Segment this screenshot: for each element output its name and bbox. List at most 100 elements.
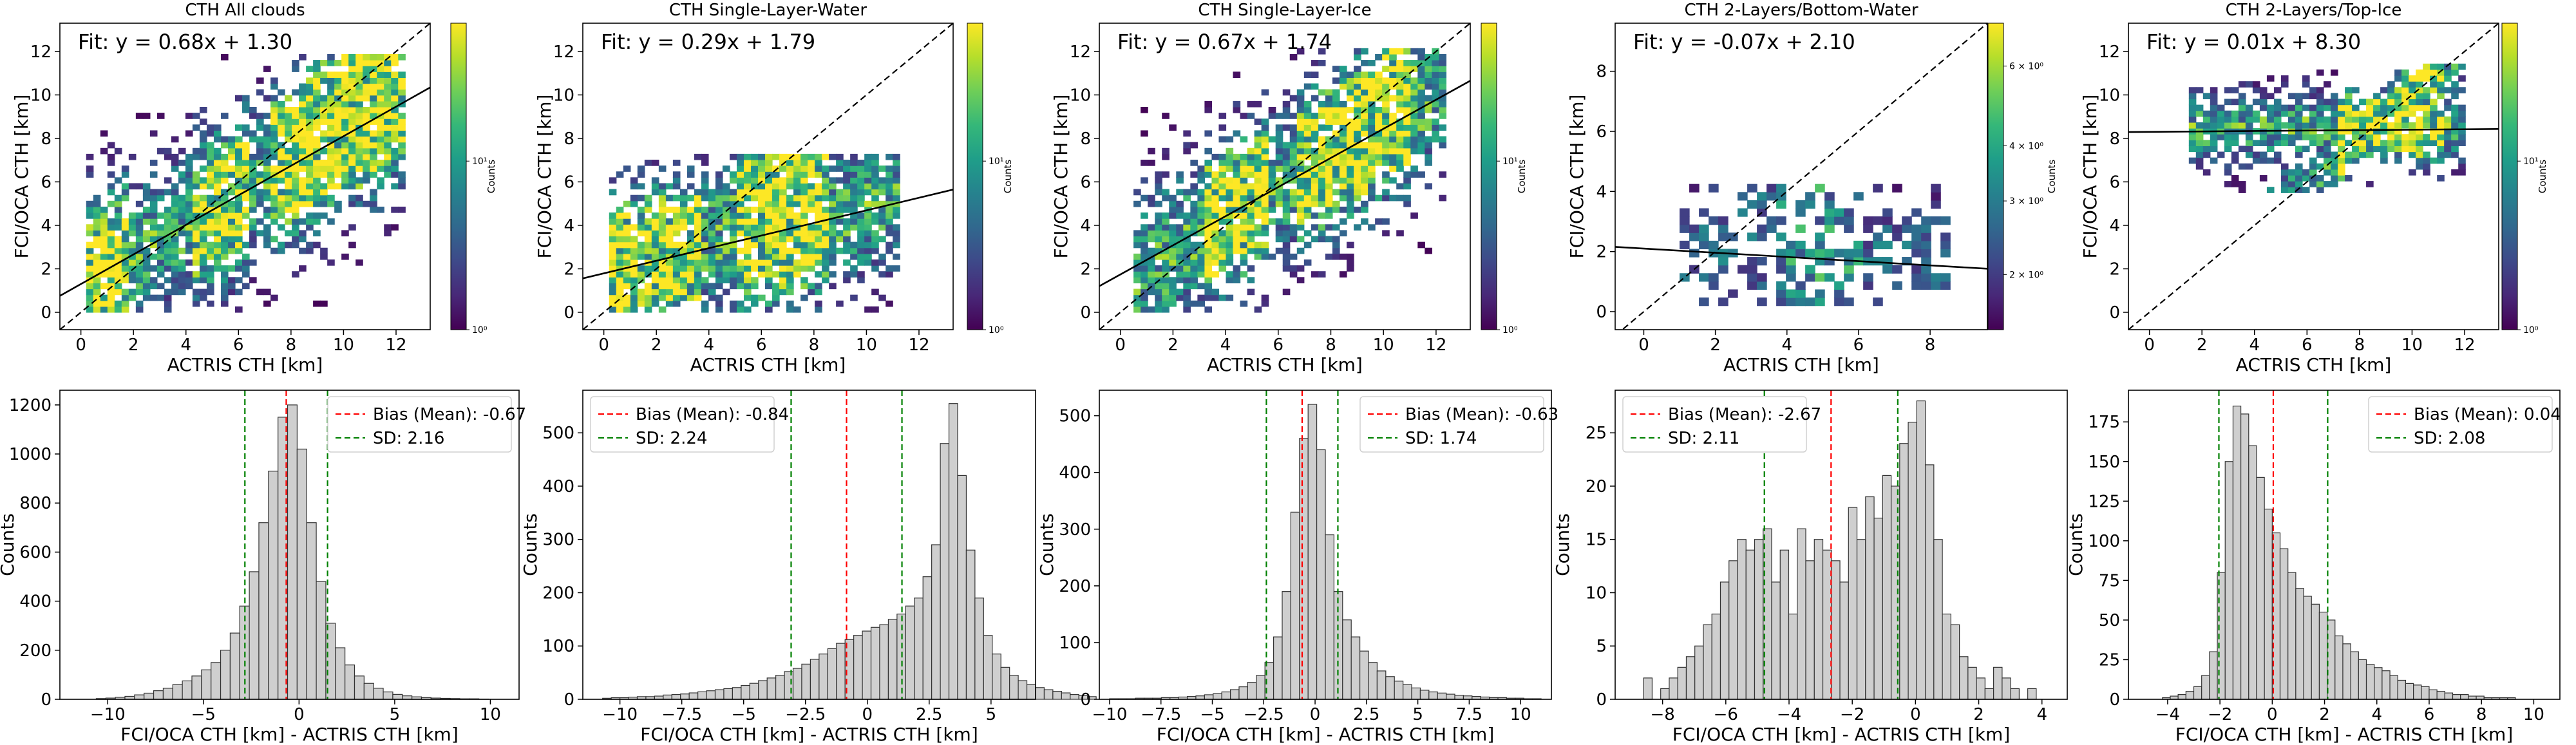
heatmap-cell	[1162, 236, 1170, 243]
heatmap-cell	[1347, 259, 1354, 266]
histogram-bar	[2232, 406, 2242, 700]
heatmap-cell	[2295, 151, 2303, 158]
heatmap-cell	[1425, 71, 1432, 78]
heatmap-cell	[285, 183, 292, 190]
heatmap-cell	[185, 271, 193, 278]
heatmap-cell	[829, 230, 837, 237]
heatmap-cell	[644, 247, 652, 254]
heatmap-cell	[213, 224, 222, 231]
heatmap-cell	[1190, 224, 1198, 231]
heatmap-cell	[736, 165, 744, 172]
heatmap-cell	[2316, 93, 2324, 100]
heatmap-cell	[878, 206, 886, 213]
heatmap-cell	[871, 160, 879, 166]
histogram-bar	[1087, 696, 1097, 700]
heatmap-cell	[263, 183, 271, 190]
heatmap-cell	[1382, 230, 1390, 237]
heatmap-cell	[609, 230, 617, 237]
heatmap-cell	[1247, 277, 1255, 284]
heatmap-cell	[1339, 253, 1347, 260]
heatmap-cell	[1282, 200, 1291, 207]
heatmap-cell	[1311, 130, 1319, 137]
heatmap-cell	[1197, 247, 1206, 254]
heatmap-cell	[1757, 281, 1767, 290]
heatmap-cell	[1795, 208, 1806, 217]
heatmap-cell	[1197, 230, 1206, 237]
heatmap-cell	[270, 113, 278, 119]
heatmap-cell	[114, 277, 122, 284]
heatmap-cell	[1190, 259, 1198, 266]
heatmap-cell	[1296, 247, 1305, 254]
heatmap-cell	[637, 300, 645, 307]
legend-sd-label: SD: 2.24	[636, 429, 707, 448]
heatmap-cell	[1347, 147, 1354, 155]
heatmap-cell	[1389, 194, 1397, 202]
heatmap-cell	[2345, 157, 2353, 164]
heatmap-cell	[270, 130, 278, 137]
heatmap-cell	[270, 218, 278, 225]
histogram-bar	[1899, 443, 1909, 700]
heatmap-cell	[1425, 118, 1432, 125]
heatmap-cell	[2210, 110, 2218, 117]
heatmap-cell	[1254, 165, 1262, 172]
heatmap-cell	[609, 294, 617, 301]
heatmap-cell	[701, 218, 709, 225]
histogram-bar	[1669, 677, 1678, 700]
heatmap-cell	[658, 200, 667, 207]
heatmap-cell	[306, 194, 314, 202]
heatmap-cell	[1303, 241, 1312, 249]
heatmap-cell	[242, 283, 250, 290]
y-tick-label: 1000	[9, 445, 52, 464]
heatmap-cell	[171, 277, 179, 284]
heatmap-cell	[630, 241, 638, 249]
heatmap-cell	[220, 218, 229, 225]
heatmap-cell	[235, 224, 243, 231]
heatmap-cell	[299, 189, 307, 196]
heatmap-cell	[871, 171, 879, 178]
heatmap-cell	[171, 218, 179, 225]
heatmap-cell	[800, 230, 808, 237]
heatmap-cell	[355, 83, 363, 90]
heatmap-cell	[800, 247, 808, 254]
heatmap-cell	[1211, 206, 1220, 213]
heatmap-cell	[1368, 177, 1376, 184]
heatmap-cell	[2437, 116, 2445, 123]
heatmap-cell	[2423, 122, 2430, 129]
heatmap-cell	[1268, 206, 1276, 213]
heatmap-cell	[256, 171, 264, 178]
heatmap-cell	[772, 236, 780, 243]
heatmap-cell	[2437, 174, 2445, 182]
heatmap-cell	[370, 66, 377, 72]
heatmap-cell	[93, 283, 101, 290]
heatmap-cell	[2238, 93, 2246, 100]
heatmap-cell	[2245, 104, 2253, 111]
x-tick-label: 6	[2424, 705, 2435, 724]
heatmap-cell	[128, 265, 137, 272]
heatmap-cell	[864, 224, 872, 231]
heatmap-cell	[86, 288, 94, 296]
heatmap-cell	[227, 153, 236, 160]
y-tick-label: 150	[2088, 453, 2120, 472]
heatmap-cell	[1226, 294, 1234, 301]
heatmap-cell	[829, 212, 837, 219]
heatmap-cell	[2380, 104, 2388, 111]
heatmap-cell	[278, 89, 285, 96]
heatmap-cell	[1218, 206, 1227, 213]
heatmap-cell	[1410, 165, 1418, 172]
heatmap-cell	[2224, 99, 2232, 106]
heatmap-cell	[249, 200, 257, 207]
heatmap-cell	[164, 230, 172, 237]
heatmap-cell	[1141, 283, 1148, 290]
heatmap-cell	[743, 183, 752, 190]
heatmap-cell	[100, 253, 108, 260]
heatmap-cell	[1403, 124, 1411, 131]
heatmap-cell	[285, 189, 292, 196]
heatmap-cell	[2373, 122, 2381, 129]
heatmap-cell	[1233, 265, 1241, 272]
heatmap-cell	[750, 194, 759, 202]
y-tick-label: 300	[1059, 520, 1091, 540]
heatmap-cell	[242, 153, 250, 160]
heatmap-cell	[857, 218, 865, 225]
heatmap-cell	[878, 177, 886, 184]
heatmap-cell	[1368, 165, 1376, 172]
